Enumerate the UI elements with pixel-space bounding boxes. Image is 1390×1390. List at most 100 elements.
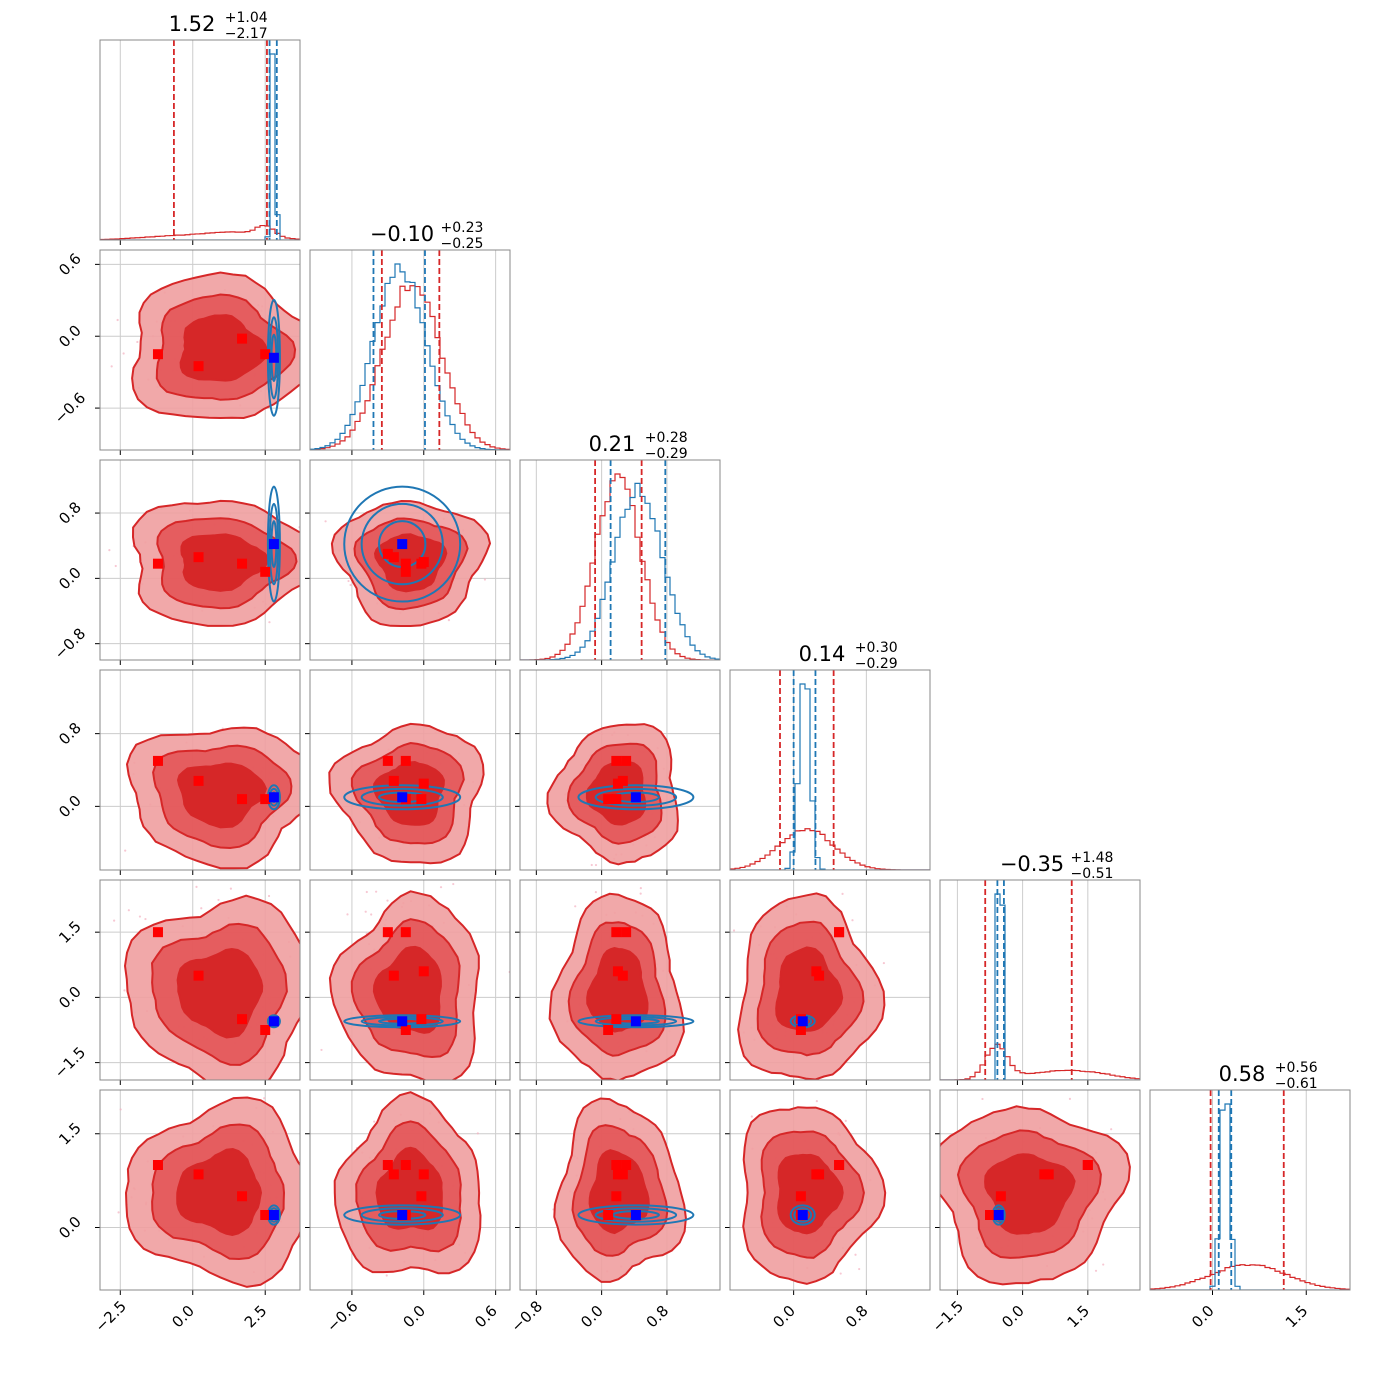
contour-blue-level-1 — [360, 787, 444, 807]
truth-marker-red — [611, 1191, 622, 1202]
title-value: 0.58 — [1219, 1062, 1266, 1086]
sample-point-red — [844, 1119, 847, 1123]
sample-point-red — [108, 549, 111, 552]
truth-marker-red — [1043, 1169, 1054, 1180]
panel-title: 0.58 — [1219, 1062, 1266, 1086]
truth-marker-red — [237, 1191, 248, 1202]
title-upper-error: +1.04 — [225, 10, 268, 26]
panel-frame — [939, 879, 1141, 1081]
truth-marker-red — [193, 775, 204, 786]
truth-marker-blue — [268, 539, 279, 550]
sample-point-red — [349, 583, 352, 587]
truth-marker-red — [985, 1210, 995, 1220]
truth-marker-red — [237, 794, 248, 805]
histogram-blue — [100, 53, 300, 240]
sample-point-red — [124, 849, 127, 852]
panel-1-0: 0.60.0−0.6 — [51, 249, 301, 455]
panel-3-1 — [305, 669, 511, 875]
truth-marker-red — [612, 1169, 623, 1180]
truth-marker-blue — [397, 539, 408, 550]
contour-red-level-2 — [775, 946, 844, 1032]
sample-point-red — [347, 579, 350, 583]
density-contours — [552, 1097, 695, 1283]
truth-marker-blue — [797, 1210, 808, 1220]
sample-point-red — [320, 1048, 323, 1052]
truth-marker-red — [811, 1169, 822, 1180]
density-contours — [320, 882, 510, 1080]
sample-point-red — [370, 913, 373, 916]
histogram-blue — [1150, 1103, 1350, 1290]
sample-point-red — [483, 578, 487, 581]
truth-marker-red — [795, 1191, 806, 1202]
truth-marker-red — [795, 1025, 806, 1035]
contour-blue-level-1 — [360, 502, 444, 586]
histograms — [1150, 1090, 1350, 1290]
truth-marker-red — [388, 552, 399, 563]
sample-point-red — [439, 886, 443, 889]
title-value: 0.14 — [799, 642, 846, 666]
sample-point-red — [200, 907, 203, 910]
truth-marker-red — [611, 1160, 622, 1170]
sample-point-red — [114, 564, 117, 568]
sample-point-red — [373, 1120, 376, 1123]
density-contours — [732, 892, 886, 1080]
title-upper-error: +1.48 — [1071, 850, 1114, 866]
sample-point-red — [364, 910, 367, 913]
sample-point-red — [375, 890, 378, 893]
truth-marker-red — [603, 1210, 614, 1220]
truth-marker-blue — [630, 1210, 641, 1220]
contour-blue-level-0 — [577, 1204, 695, 1226]
sample-point-red — [732, 929, 736, 932]
contour-blue-level-0 — [266, 485, 281, 603]
truth-marker-red — [603, 794, 614, 805]
truth-marker-red — [418, 1169, 429, 1180]
density-contours — [328, 722, 485, 865]
sample-point-red — [452, 882, 455, 886]
truth-marker-red — [611, 1014, 622, 1025]
truth-marker-red — [612, 966, 623, 977]
truth-marker-red — [382, 1160, 393, 1170]
histogram-red — [940, 1043, 1140, 1080]
density-contours — [940, 1097, 1131, 1286]
contour-blue-level-0 — [577, 784, 695, 811]
histogram-blue — [310, 263, 510, 450]
sample-point-red — [1110, 1128, 1113, 1131]
truth-marker-red — [382, 927, 393, 938]
panel-frame — [519, 879, 721, 1081]
panel-frame — [99, 459, 301, 661]
truth-marker-red — [416, 794, 427, 805]
panel-5-1: −0.6 0.0 0.6 — [305, 1089, 511, 1336]
contour-blue-level-1 — [594, 787, 678, 807]
truth-marker-red — [388, 1169, 399, 1180]
truth-marker-blue — [268, 352, 279, 363]
sample-point-red — [110, 365, 113, 368]
sample-point-red — [594, 863, 598, 867]
truth-marker-red — [1082, 1160, 1093, 1170]
contour-blue-level-1 — [793, 1207, 813, 1223]
truth-marker-red — [612, 778, 623, 789]
truth-marker-red — [621, 1160, 632, 1170]
truth-marker-blue — [993, 1210, 1004, 1220]
contour-blue-level-0 — [789, 1204, 816, 1226]
density-contours — [742, 1100, 887, 1285]
panel-frame — [309, 879, 511, 1081]
truth-marker-red — [152, 558, 163, 569]
truth-marker-red — [418, 778, 429, 789]
contour-blue-level-0 — [343, 485, 462, 603]
title-value: −0.35 — [1000, 852, 1064, 876]
truth-marker-red — [611, 755, 622, 766]
truth-marker-red — [237, 1014, 248, 1025]
density-contours — [117, 1096, 300, 1288]
truth-marker-red — [260, 1210, 271, 1220]
title-lower-error: −0.61 — [1275, 1076, 1318, 1092]
panel-frame — [729, 879, 931, 1081]
panel-4-2 — [515, 879, 721, 1085]
panel-frame — [99, 39, 301, 241]
grid-lines — [119, 40, 266, 240]
contour-blue-level-1 — [360, 1207, 444, 1223]
truth-marker-red — [260, 794, 271, 805]
truth-marker-red — [193, 361, 204, 372]
sample-point-red — [858, 1267, 861, 1271]
title-lower-error: −0.29 — [645, 446, 688, 462]
truth-marker-blue — [268, 792, 279, 803]
